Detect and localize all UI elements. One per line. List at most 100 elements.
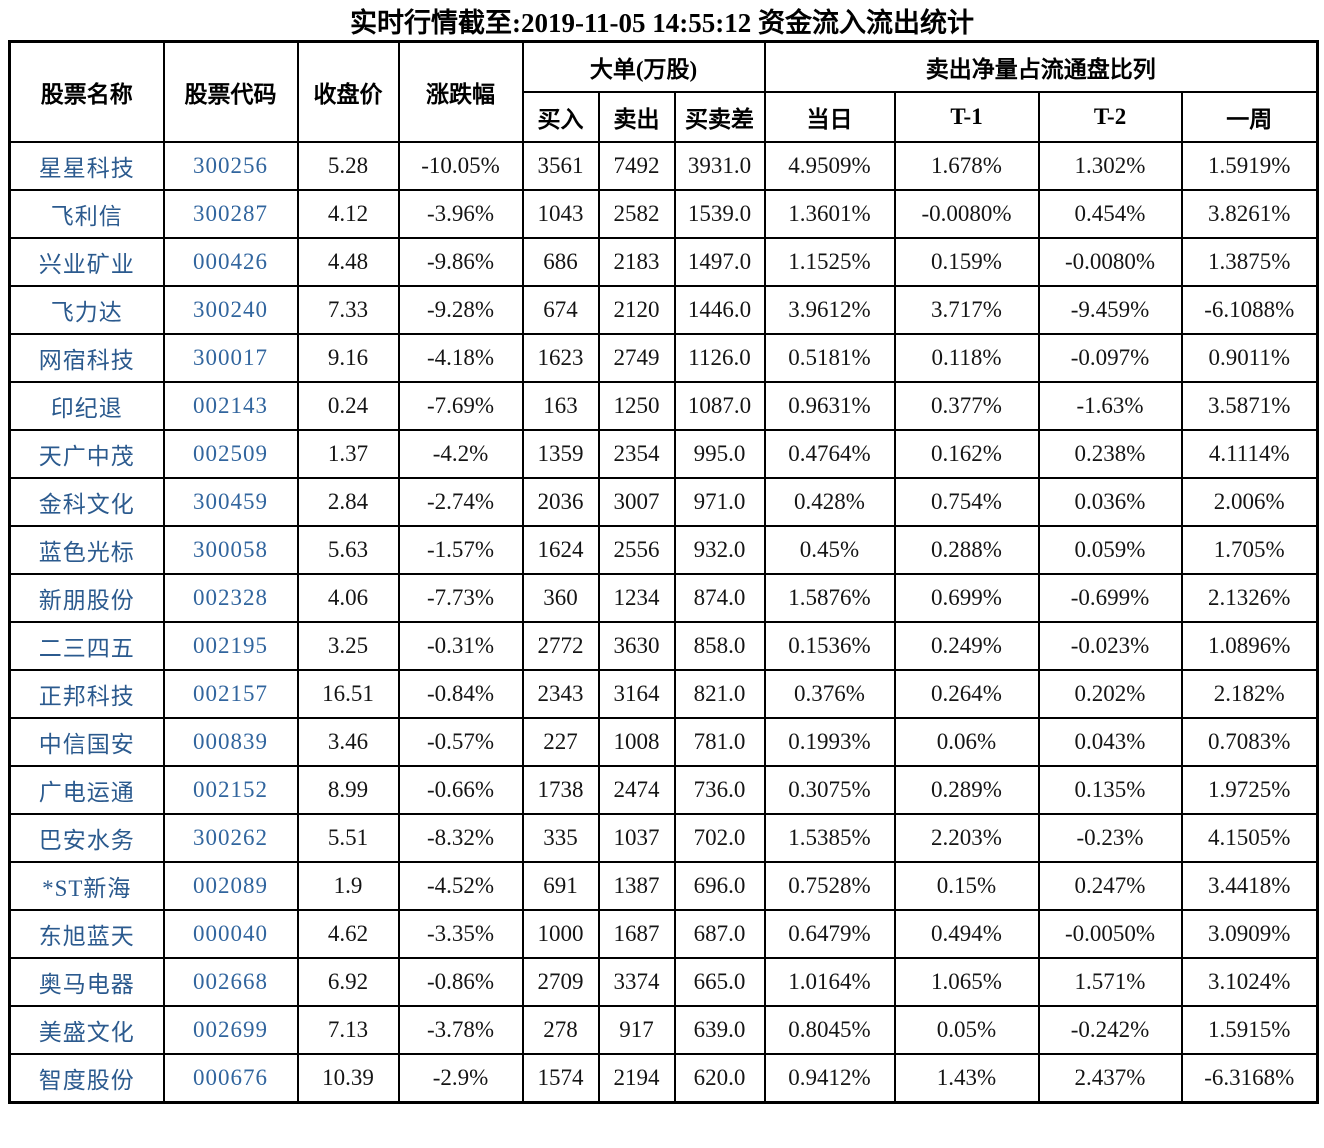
stock-name-cell: 东旭蓝天 bbox=[8, 909, 165, 959]
buy-sell-diff-cell: 874.0 bbox=[673, 573, 766, 623]
t2-ratio-cell: 1.571% bbox=[1037, 957, 1183, 1007]
close-price-cell: 6.92 bbox=[296, 957, 400, 1007]
buy-volume-cell: 1623 bbox=[521, 333, 600, 383]
sell-volume-cell: 3007 bbox=[597, 477, 676, 527]
buy-sell-diff-cell: 1126.0 bbox=[673, 333, 766, 383]
buy-sell-diff-cell: 781.0 bbox=[673, 717, 766, 767]
stock-code-cell: 000676 bbox=[162, 1053, 299, 1104]
sell-volume-cell: 3164 bbox=[597, 669, 676, 719]
close-price-cell: 3.46 bbox=[296, 717, 400, 767]
today-ratio-cell: 0.45% bbox=[763, 525, 896, 575]
buy-sell-diff-cell: 971.0 bbox=[673, 477, 766, 527]
stock-name-cell: 智度股份 bbox=[8, 1053, 165, 1104]
table-row: 中信国安 000839 3.46 -0.57% 227 1008 781.0 0… bbox=[8, 717, 1319, 767]
t1-ratio-cell: 0.699% bbox=[893, 573, 1040, 623]
header-sub-row: 买入 卖出 买卖差 当日 T-1 T-2 一周 bbox=[10, 91, 1319, 143]
stock-code-cell: 300287 bbox=[162, 189, 299, 239]
stock-name-cell: 中信国安 bbox=[8, 717, 165, 767]
week-ratio-cell: 1.5919% bbox=[1180, 141, 1319, 191]
t2-ratio-cell: 0.247% bbox=[1037, 861, 1183, 911]
t2-ratio-cell: -9.459% bbox=[1037, 285, 1183, 335]
week-ratio-cell: 3.5871% bbox=[1180, 381, 1319, 431]
buy-sell-diff-cell: 1497.0 bbox=[673, 237, 766, 287]
week-ratio-cell: 0.7083% bbox=[1180, 717, 1319, 767]
stock-name-cell: 金科文化 bbox=[8, 477, 165, 527]
col-header-stock-name: 股票名称 bbox=[8, 40, 165, 143]
change-pct-cell: -0.86% bbox=[397, 957, 524, 1007]
sell-volume-cell: 917 bbox=[597, 1005, 676, 1055]
close-price-cell: 10.39 bbox=[296, 1053, 400, 1104]
col-header-buy: 买入 bbox=[521, 91, 600, 143]
sell-volume-cell: 2194 bbox=[597, 1053, 676, 1104]
week-ratio-cell: 2.1326% bbox=[1180, 573, 1319, 623]
change-pct-cell: -3.96% bbox=[397, 189, 524, 239]
buy-sell-diff-cell: 1087.0 bbox=[673, 381, 766, 431]
today-ratio-cell: 0.7528% bbox=[763, 861, 896, 911]
stock-name-cell: 蓝色光标 bbox=[8, 525, 165, 575]
stock-code-cell: 300459 bbox=[162, 477, 299, 527]
close-price-cell: 5.51 bbox=[296, 813, 400, 863]
table-row: 智度股份 000676 10.39 -2.9% 1574 2194 620.0 … bbox=[8, 1053, 1319, 1104]
stock-name-cell: 二三四五 bbox=[8, 621, 165, 671]
sell-volume-cell: 1008 bbox=[597, 717, 676, 767]
close-price-cell: 4.62 bbox=[296, 909, 400, 959]
stock-code-cell: 002328 bbox=[162, 573, 299, 623]
stock-code-cell: 000426 bbox=[162, 237, 299, 287]
stock-code-cell: 000839 bbox=[162, 717, 299, 767]
t2-ratio-cell: 0.036% bbox=[1037, 477, 1183, 527]
sell-volume-cell: 3630 bbox=[597, 621, 676, 671]
change-pct-cell: -2.74% bbox=[397, 477, 524, 527]
change-pct-cell: -3.35% bbox=[397, 909, 524, 959]
stock-code-cell: 002089 bbox=[162, 861, 299, 911]
change-pct-cell: -9.86% bbox=[397, 237, 524, 287]
buy-volume-cell: 2772 bbox=[521, 621, 600, 671]
t2-ratio-cell: 0.059% bbox=[1037, 525, 1183, 575]
col-header-buy-sell-diff: 买卖差 bbox=[673, 91, 766, 143]
sell-volume-cell: 1250 bbox=[597, 381, 676, 431]
sell-volume-cell: 2120 bbox=[597, 285, 676, 335]
stock-code-cell: 002699 bbox=[162, 1005, 299, 1055]
stock-name-cell: 美盛文化 bbox=[8, 1005, 165, 1055]
stock-name-cell: *ST新海 bbox=[8, 861, 165, 911]
close-price-cell: 5.63 bbox=[296, 525, 400, 575]
table-row: 蓝色光标 300058 5.63 -1.57% 1624 2556 932.0 … bbox=[8, 525, 1319, 575]
week-ratio-cell: 4.1114% bbox=[1180, 429, 1319, 479]
buy-volume-cell: 360 bbox=[521, 573, 600, 623]
buy-sell-diff-cell: 995.0 bbox=[673, 429, 766, 479]
stock-code-cell: 300017 bbox=[162, 333, 299, 383]
col-header-week: 一周 bbox=[1180, 91, 1319, 143]
close-price-cell: 9.16 bbox=[296, 333, 400, 383]
col-header-sell: 卖出 bbox=[597, 91, 676, 143]
today-ratio-cell: 0.1993% bbox=[763, 717, 896, 767]
sell-volume-cell: 2556 bbox=[597, 525, 676, 575]
today-ratio-cell: 0.5181% bbox=[763, 333, 896, 383]
buy-sell-diff-cell: 1539.0 bbox=[673, 189, 766, 239]
t2-ratio-cell: -0.0080% bbox=[1037, 237, 1183, 287]
stock-code-cell: 002152 bbox=[162, 765, 299, 815]
buy-sell-diff-cell: 858.0 bbox=[673, 621, 766, 671]
table-row: 巴安水务 300262 5.51 -8.32% 335 1037 702.0 1… bbox=[8, 813, 1319, 863]
sell-volume-cell: 2354 bbox=[597, 429, 676, 479]
t2-ratio-cell: -1.63% bbox=[1037, 381, 1183, 431]
col-header-close-price: 收盘价 bbox=[296, 40, 400, 143]
table-header: 股票名称 股票代码 收盘价 涨跌幅 大单(万股) 卖出净量占流通盘比列 买入 卖… bbox=[8, 40, 1319, 143]
stock-name-cell: 兴业矿业 bbox=[8, 237, 165, 287]
week-ratio-cell: 2.182% bbox=[1180, 669, 1319, 719]
week-ratio-cell: -6.3168% bbox=[1180, 1053, 1319, 1104]
week-ratio-cell: 4.1505% bbox=[1180, 813, 1319, 863]
buy-sell-diff-cell: 620.0 bbox=[673, 1053, 766, 1104]
buy-sell-diff-cell: 3931.0 bbox=[673, 141, 766, 191]
t2-ratio-cell: -0.242% bbox=[1037, 1005, 1183, 1055]
t1-ratio-cell: 1.43% bbox=[893, 1053, 1040, 1104]
today-ratio-cell: 1.5385% bbox=[763, 813, 896, 863]
t1-ratio-cell: 0.162% bbox=[893, 429, 1040, 479]
sell-volume-cell: 3374 bbox=[597, 957, 676, 1007]
close-price-cell: 2.84 bbox=[296, 477, 400, 527]
table-row: 新朋股份 002328 4.06 -7.73% 360 1234 874.0 1… bbox=[8, 573, 1319, 623]
buy-volume-cell: 1359 bbox=[521, 429, 600, 479]
week-ratio-cell: 0.9011% bbox=[1180, 333, 1319, 383]
buy-sell-diff-cell: 687.0 bbox=[673, 909, 766, 959]
col-header-today: 当日 bbox=[763, 91, 896, 143]
close-price-cell: 4.12 bbox=[296, 189, 400, 239]
table-row: 金科文化 300459 2.84 -2.74% 2036 3007 971.0 … bbox=[8, 477, 1319, 527]
